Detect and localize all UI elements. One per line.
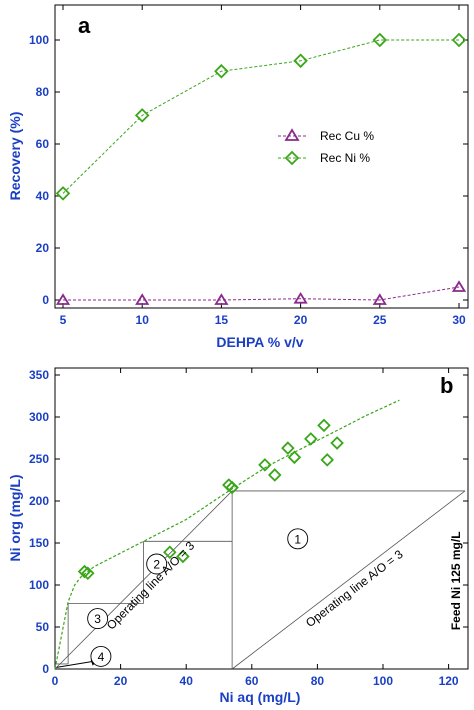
y-tick-label: 200 <box>29 494 49 508</box>
y-tick-label: 50 <box>36 620 50 634</box>
panel-a-letter: a <box>78 13 91 38</box>
x-tick-label: 40 <box>180 674 194 688</box>
y-tick-label: 0 <box>42 293 49 307</box>
y-tick-label: 100 <box>29 578 49 592</box>
operating-line-label-right: Operating line A/O = 3 <box>303 547 406 630</box>
panel-a-frame <box>55 5 468 308</box>
cu-point <box>454 282 465 291</box>
panel-b-y-ticks: 0 50 100 150 200 250 300 350 <box>29 368 468 676</box>
panel-a-markers <box>57 34 465 304</box>
legend-cu-marker <box>286 130 298 140</box>
y-tick-label: 300 <box>29 410 49 424</box>
y-tick-label: 150 <box>29 536 49 550</box>
ni-isotherm-point <box>282 443 293 454</box>
legend-ni-label: Rec Ni % <box>320 151 370 165</box>
ni-isotherm-point <box>305 433 316 444</box>
panel-b-x-ticks: 0 20 40 60 80 100 120 <box>52 368 459 688</box>
fit-curve-line <box>55 400 399 669</box>
ni-isotherm-point <box>289 452 300 463</box>
feed-label: Feed Ni 125 mg/L <box>449 531 463 630</box>
x-tick-label: 15 <box>215 313 229 327</box>
x-tick-label: 25 <box>373 313 387 327</box>
panel-a-y-axis-title: Recovery (%) <box>7 112 23 201</box>
panel-b-letter: b <box>440 373 453 398</box>
x-tick-label: 10 <box>136 313 150 327</box>
series-line-cu <box>63 287 459 300</box>
series-line-ni <box>63 40 459 193</box>
x-tick-label: 80 <box>311 674 325 688</box>
ni-isotherm-point <box>269 469 280 480</box>
y-tick-label: 0 <box>42 662 49 676</box>
ni-isotherm-point <box>322 454 333 465</box>
x-tick-label: 60 <box>245 674 259 688</box>
y-tick-label: 80 <box>36 85 50 99</box>
x-tick-label: 30 <box>452 313 466 327</box>
ni-isotherm-point <box>332 438 343 449</box>
panel-b-fit-curve <box>55 400 399 669</box>
y-tick-label: 20 <box>36 241 50 255</box>
panel-b-x-axis-title: Ni aq (mg/L) <box>220 689 301 705</box>
stage-3-label: 3 <box>94 612 101 626</box>
stage-1-label: 1 <box>294 532 301 546</box>
panel-a-x-axis-title: DEHPA % v/v <box>216 334 303 350</box>
panel-a-x-ticks: 5 10 15 20 25 30 <box>60 5 466 327</box>
panel-b-y-axis-title: Ni org (mg/L) <box>7 474 23 561</box>
x-tick-label: 20 <box>114 674 128 688</box>
stage-4-label: 4 <box>98 650 105 664</box>
panel-a-y-ticks: 0 20 40 60 80 100 <box>29 33 468 307</box>
x-tick-label: 100 <box>373 674 393 688</box>
y-tick-label: 250 <box>29 452 49 466</box>
x-tick-label: 0 <box>52 674 59 688</box>
y-tick-label: 100 <box>29 33 49 47</box>
panel-b-stage-construction <box>55 491 465 669</box>
legend-ni-marker <box>286 152 298 164</box>
panel-a-lines <box>63 40 459 300</box>
operating-line-label-left: Operating line A/O = 3 <box>104 538 198 632</box>
y-tick-label: 350 <box>29 368 49 382</box>
x-tick-label: 5 <box>60 313 67 327</box>
ni-isotherm-point <box>318 420 329 431</box>
x-tick-label: 120 <box>439 674 459 688</box>
x-tick-label: 20 <box>294 313 308 327</box>
y-tick-label: 40 <box>36 189 50 203</box>
panel-b-markers <box>79 420 343 579</box>
panel-a-legend: Rec Cu % Rec Ni % <box>278 129 374 165</box>
operating-line-right <box>232 491 465 669</box>
y-tick-label: 60 <box>36 137 50 151</box>
legend-cu-label: Rec Cu % <box>320 129 374 143</box>
